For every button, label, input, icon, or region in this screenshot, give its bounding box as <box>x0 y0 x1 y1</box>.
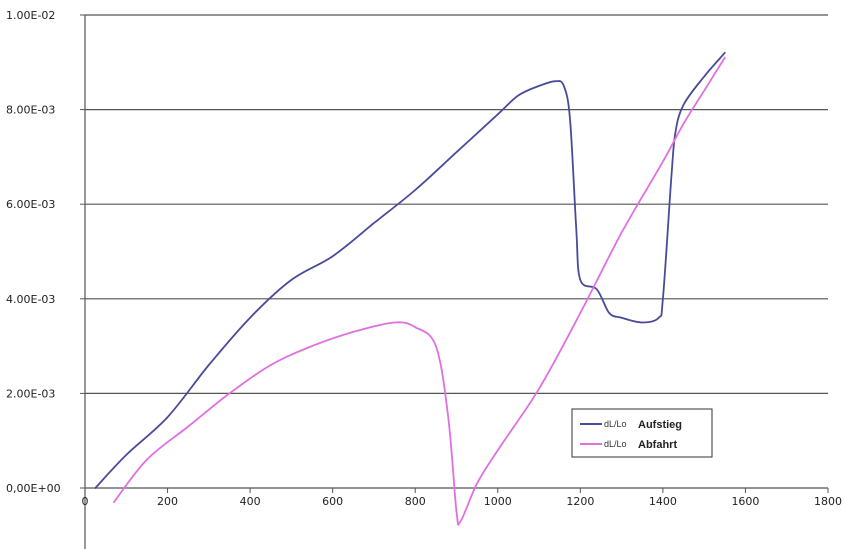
x-tick-label-7: 1400 <box>649 495 677 508</box>
x-tick-label-5: 1000 <box>484 495 512 508</box>
series-lines <box>94 51 726 526</box>
y-tick-labels: 0,00E+00 2.00E-03 4.00E-03 6.00E-03 8.00E-03… <box>6 9 85 495</box>
gridlines <box>85 14 828 394</box>
y-tick-label-2: 4.00E-03 <box>6 293 55 306</box>
x-tick-label-1: 200 <box>157 495 178 508</box>
x-tick-labels: 0 200 400 600 800 1000 1200 1400 1600 1800 <box>82 488 842 508</box>
x-tick-label-6: 1200 <box>566 495 594 508</box>
series-line-aufstieg <box>94 51 726 489</box>
x-tick-label-2: 400 <box>240 495 261 508</box>
y-tick-label-4: 8.00E-03 <box>6 104 55 117</box>
y-tick-label-0: 0,00E+00 <box>6 482 61 495</box>
series-line-abfahrt <box>113 56 726 526</box>
y-tick-label-1: 2.00E-03 <box>6 387 55 400</box>
y-tick-label-3: 6.00E-03 <box>6 198 55 211</box>
legend-prefix-abfahrt: dL/Lo <box>604 439 627 449</box>
x-tick-label-4: 800 <box>405 495 426 508</box>
x-tick-label-8: 1600 <box>731 495 759 508</box>
legend: dL/Lo Aufstieg dL/Lo Abfahrt <box>571 408 713 458</box>
legend-box <box>571 408 713 458</box>
legend-label-aufstieg: Aufstieg <box>638 419 682 431</box>
axes <box>84 15 828 549</box>
legend-label-abfahrt: Abfahrt <box>638 439 677 451</box>
x-tick-label-9: 1800 <box>814 495 842 508</box>
x-tick-label-0: 0 <box>82 495 89 508</box>
x-tick-label-3: 600 <box>322 495 343 508</box>
y-tick-label-5: 1.00E-02 <box>6 9 55 22</box>
legend-prefix-aufstieg: dL/Lo <box>604 419 627 429</box>
